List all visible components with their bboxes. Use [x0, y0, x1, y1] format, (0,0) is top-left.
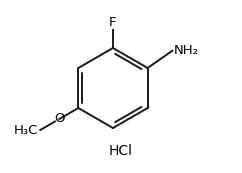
- Text: NH₂: NH₂: [174, 44, 199, 57]
- Text: H₃C: H₃C: [14, 124, 38, 136]
- Text: O: O: [54, 112, 65, 125]
- Text: F: F: [109, 16, 117, 29]
- Text: HCl: HCl: [109, 144, 133, 158]
